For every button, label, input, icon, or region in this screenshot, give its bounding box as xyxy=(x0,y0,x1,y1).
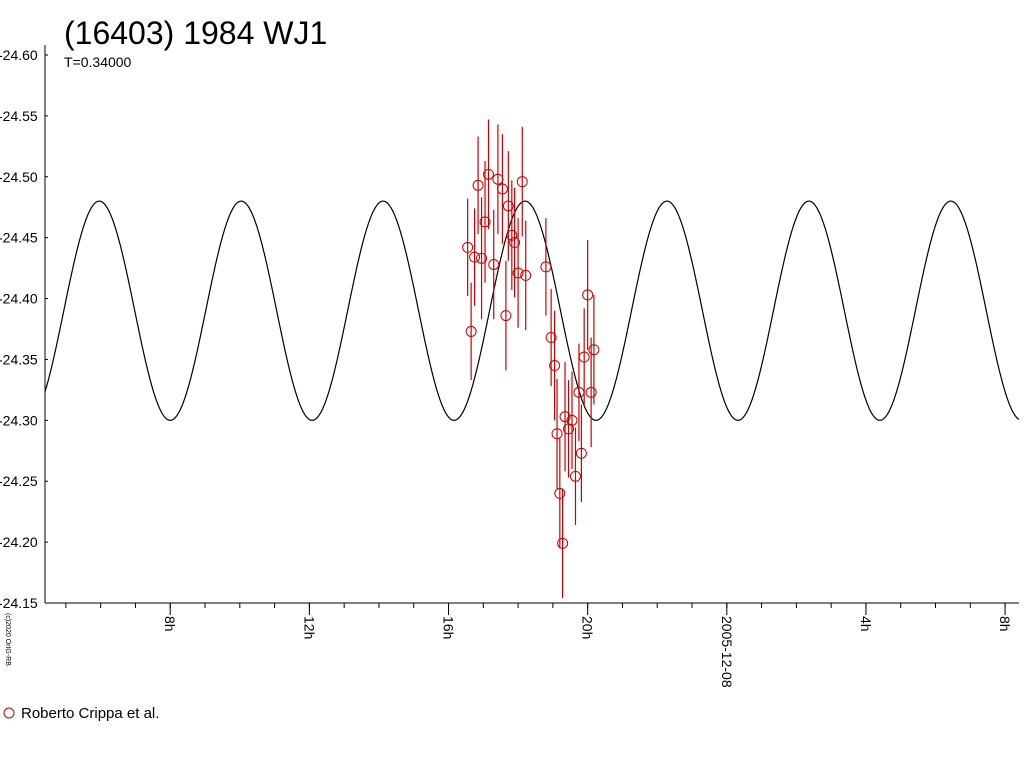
x-tick-label: 2005-12-08 xyxy=(719,616,735,688)
data-point xyxy=(496,134,508,244)
data-point xyxy=(506,180,518,291)
point-marker xyxy=(496,183,508,195)
y-tick-label: -24.60 xyxy=(0,47,38,63)
point-marker xyxy=(578,351,590,363)
y-tick-label: -24.30 xyxy=(0,412,38,428)
x-tick-label: 16h xyxy=(441,616,457,639)
model-curve xyxy=(44,200,1020,421)
model-curve-layer xyxy=(44,200,1020,421)
data-point xyxy=(578,308,590,406)
data-point xyxy=(557,488,569,599)
point-marker xyxy=(472,179,484,191)
point-marker xyxy=(545,332,557,344)
x-tick-label: 12h xyxy=(301,616,317,639)
data-point xyxy=(559,361,571,472)
point-marker xyxy=(540,261,552,273)
y-tick-label: -24.35 xyxy=(0,351,38,367)
y-tick-label: -24.15 xyxy=(0,595,38,611)
y-tick-label: -24.40 xyxy=(0,291,38,307)
point-marker xyxy=(559,411,571,423)
point-marker xyxy=(476,252,488,264)
data-point xyxy=(502,151,514,261)
data-point xyxy=(554,438,566,549)
data-point xyxy=(512,218,524,328)
point-marker xyxy=(582,289,594,301)
point-marker xyxy=(585,386,597,398)
data-point xyxy=(575,404,587,502)
data-point xyxy=(462,198,474,297)
point-marker xyxy=(520,269,532,281)
data-point xyxy=(465,282,477,381)
x-axis: 8h 12h 16h 20h 2005-12-08 4h 8h xyxy=(45,602,1019,688)
data-points-layer xyxy=(462,119,600,599)
point-marker xyxy=(483,168,495,180)
legend-marker xyxy=(3,707,15,719)
data-point xyxy=(582,240,594,350)
point-marker xyxy=(462,241,474,253)
chart-title: (16403) 1984 WJ1 xyxy=(64,15,327,51)
x-tick-label: 4h xyxy=(858,616,874,632)
data-point xyxy=(569,427,581,526)
y-tick-label: -24.50 xyxy=(0,169,38,185)
point-marker xyxy=(569,470,581,482)
point-marker xyxy=(479,216,491,228)
data-point xyxy=(520,220,532,331)
data-point xyxy=(545,288,557,387)
point-marker xyxy=(509,237,521,249)
copyright-note: (c)2020 OrIG-RB xyxy=(4,613,11,666)
chart-subtitle: T=0.34000 xyxy=(64,54,132,70)
data-point xyxy=(500,260,512,371)
point-marker xyxy=(502,200,514,212)
point-marker xyxy=(575,447,587,459)
point-marker xyxy=(566,414,578,426)
data-point xyxy=(488,209,500,320)
x-tick-label: 8h xyxy=(997,616,1013,632)
y-tick-label: -24.55 xyxy=(0,108,38,124)
point-marker xyxy=(549,360,561,372)
data-point xyxy=(492,124,504,235)
point-marker xyxy=(512,267,524,279)
data-point xyxy=(472,136,484,235)
point-marker xyxy=(516,176,528,188)
point-marker xyxy=(469,251,481,263)
data-point xyxy=(483,119,495,230)
y-tick-label: -24.20 xyxy=(0,534,38,550)
series-group xyxy=(462,119,600,599)
point-marker xyxy=(488,258,500,270)
data-point xyxy=(585,337,597,448)
data-point xyxy=(469,208,481,306)
data-point xyxy=(479,160,491,283)
y-tick-label: -24.45 xyxy=(0,230,38,246)
point-marker xyxy=(588,344,600,356)
point-marker xyxy=(500,310,512,322)
y-tick-label: -24.25 xyxy=(0,473,38,489)
data-point xyxy=(566,371,578,470)
point-marker xyxy=(557,537,569,549)
data-point xyxy=(588,294,600,405)
point-marker xyxy=(554,487,566,499)
legend: Roberto Crippa et al. xyxy=(3,705,159,722)
x-tick-label: 8h xyxy=(162,616,178,632)
point-marker xyxy=(551,428,563,440)
x-tick-label: 20h xyxy=(580,616,596,639)
data-point xyxy=(551,378,563,489)
data-point xyxy=(549,310,561,421)
data-point xyxy=(509,187,521,298)
data-point xyxy=(516,126,528,237)
legend-label: Roberto Crippa et al. xyxy=(21,705,159,722)
y-axis: -24.60 -24.55 -24.50 -24.45 -24.40 -24.35 -24.… xyxy=(0,45,48,611)
point-marker xyxy=(465,325,477,337)
data-point xyxy=(540,218,552,316)
point-marker xyxy=(506,229,518,241)
